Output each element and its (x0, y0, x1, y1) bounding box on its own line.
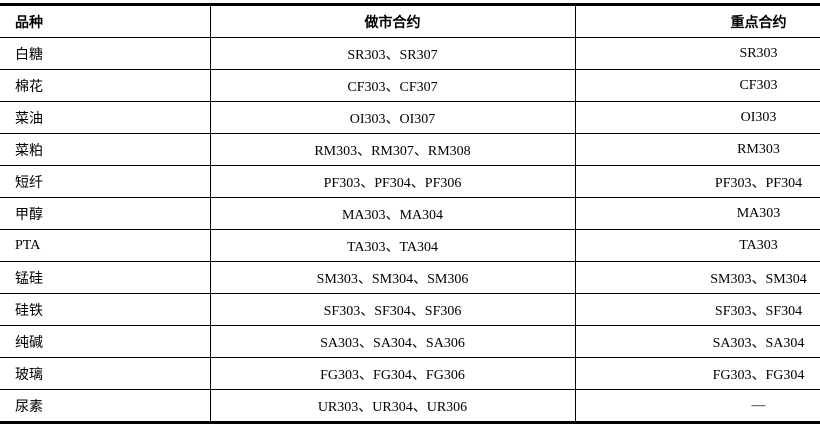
variety-cell: 菜油 (0, 101, 211, 134)
key-contract-cell: TA303 (574, 229, 820, 262)
market-making-cell: TA303、TA304 (209, 229, 576, 262)
table-row: 玻璃 FG303、FG304、FG306 FG303、FG304 (0, 357, 820, 390)
market-making-cell: MA303、MA304 (209, 197, 576, 230)
key-contract-cell: OI303 (574, 101, 820, 134)
variety-cell: 玻璃 (0, 357, 211, 390)
key-contract-cell: CF303 (574, 69, 820, 102)
key-contract-cell: PF303、PF304 (574, 165, 820, 198)
market-making-cell: SA303、SA304、SA306 (209, 325, 576, 358)
table-row: 菜粕 RM303、RM307、RM308 RM303 (0, 133, 820, 166)
key-contract-cell: MA303 (574, 197, 820, 230)
variety-cell: 棉花 (0, 69, 211, 102)
key-contract-cell: SM303、SM304 (574, 261, 820, 294)
table-row: 甲醇 MA303、MA304 MA303 (0, 197, 820, 230)
variety-cell: 白糖 (0, 37, 211, 70)
key-contract-cell: RM303 (574, 133, 820, 166)
market-making-cell: SR303、SR307 (209, 37, 576, 70)
header-row: 品种 做市合约 重点合约 (0, 3, 820, 38)
variety-cell: 短纤 (0, 165, 211, 198)
contracts-table: 品种 做市合约 重点合约 白糖 SR303、SR307 SR303 棉花 CF303、C… (0, 3, 820, 424)
market-making-cell: CF303、CF307 (209, 69, 576, 102)
header-market-making: 做市合约 (209, 3, 576, 38)
variety-cell: 甲醇 (0, 197, 211, 230)
key-contract-cell: SR303 (574, 37, 820, 70)
variety-cell: 菜粕 (0, 133, 211, 166)
table-row: 锰硅 SM303、SM304、SM306 SM303、SM304 (0, 261, 820, 294)
variety-cell: 纯碱 (0, 325, 211, 358)
table-row: 短纤 PF303、PF304、PF306 PF303、PF304 (0, 165, 820, 198)
table-row: 纯碱 SA303、SA304、SA306 SA303、SA304 (0, 325, 820, 358)
table-row: 白糖 SR303、SR307 SR303 (0, 37, 820, 70)
key-contract-cell: — (574, 389, 820, 424)
variety-cell: 硅铁 (0, 293, 211, 326)
table-row: 硅铁 SF303、SF304、SF306 SF303、SF304 (0, 293, 820, 326)
table-row: 棉花 CF303、CF307 CF303 (0, 69, 820, 102)
variety-cell: PTA (0, 229, 211, 262)
variety-cell: 尿素 (0, 389, 211, 424)
market-making-cell: SM303、SM304、SM306 (209, 261, 576, 294)
market-making-cell: PF303、PF304、PF306 (209, 165, 576, 198)
header-key-contracts: 重点合约 (574, 3, 820, 38)
table-row: 菜油 OI303、OI307 OI303 (0, 101, 820, 134)
header-variety: 品种 (0, 3, 211, 38)
market-making-cell: UR303、UR304、UR306 (209, 389, 576, 424)
market-making-cell: FG303、FG304、FG306 (209, 357, 576, 390)
contracts-table-container: 品种 做市合约 重点合约 白糖 SR303、SR307 SR303 棉花 CF303、C… (0, 3, 820, 424)
market-making-cell: SF303、SF304、SF306 (209, 293, 576, 326)
key-contract-cell: SA303、SA304 (574, 325, 820, 358)
market-making-cell: OI303、OI307 (209, 101, 576, 134)
key-contract-cell: FG303、FG304 (574, 357, 820, 390)
table-row: 尿素 UR303、UR304、UR306— (0, 389, 820, 424)
key-contract-cell: SF303、SF304 (574, 293, 820, 326)
variety-cell: 锰硅 (0, 261, 211, 294)
table-row: PTA TA303、TA304 TA303 (0, 229, 820, 262)
market-making-cell: RM303、RM307、RM308 (209, 133, 576, 166)
